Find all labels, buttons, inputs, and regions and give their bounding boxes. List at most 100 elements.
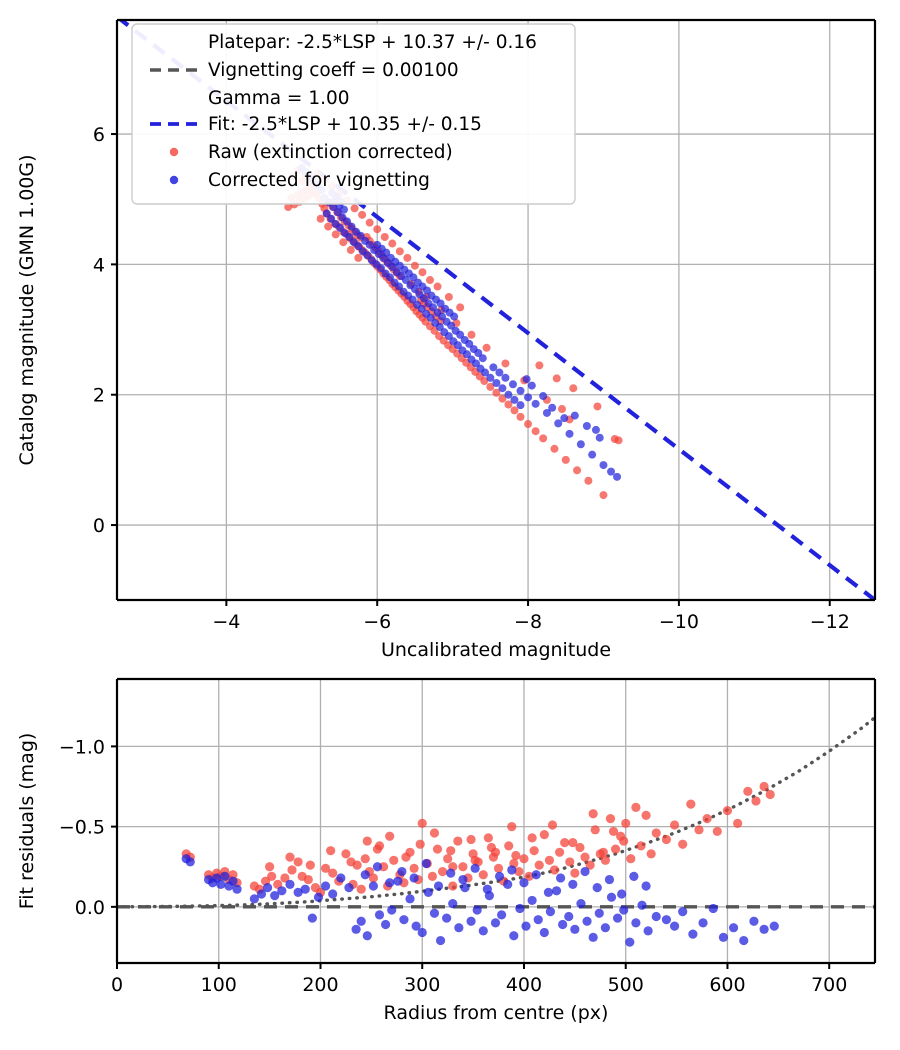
- data-point: [410, 261, 419, 270]
- data-point: [661, 915, 672, 925]
- data-point: [336, 223, 345, 232]
- data-point: [411, 921, 421, 931]
- data-point: [427, 871, 438, 881]
- data-point: [524, 420, 533, 429]
- data-point: [599, 491, 608, 500]
- data-point: [216, 879, 226, 889]
- data-point: [651, 828, 661, 838]
- data-point: [374, 910, 385, 920]
- data-point: [569, 384, 578, 393]
- data-point: [598, 847, 608, 857]
- legend-item-0[interactable]: Platepar: -2.5*LSP + 10.37 +/- 0.16: [208, 32, 537, 53]
- data-point: [565, 857, 575, 867]
- data-point: [554, 419, 563, 428]
- data-point: [631, 918, 641, 928]
- data-point: [534, 860, 544, 870]
- x-tick-label-2: 200: [302, 974, 338, 996]
- data-point: [556, 873, 566, 883]
- legend-item-5[interactable]: Corrected for vignetting: [169, 170, 430, 191]
- data-point: [331, 230, 340, 239]
- data-point: [293, 887, 303, 898]
- data-point: [307, 913, 317, 923]
- data-point: [565, 429, 574, 438]
- data-point: [354, 253, 363, 262]
- data-point: [433, 881, 444, 891]
- x-tick-label-2: −8: [514, 611, 542, 633]
- data-point: [341, 849, 351, 859]
- legend-item-1[interactable]: Vignetting coeff = 0.00100: [150, 60, 459, 81]
- data-point: [401, 852, 411, 862]
- data-point: [345, 233, 354, 242]
- data-point: [669, 921, 680, 931]
- x-tick-label-1: −6: [363, 611, 391, 633]
- data-point: [686, 799, 696, 809]
- data-point: [486, 373, 495, 382]
- x-tick-label-4: 400: [506, 974, 542, 996]
- y-axis-label: Fit residuals (mag): [16, 733, 38, 910]
- data-point: [293, 857, 303, 867]
- data-point: [397, 866, 407, 877]
- data-point: [510, 395, 519, 404]
- data-point: [448, 881, 458, 891]
- data-point: [446, 868, 456, 878]
- data-point: [549, 865, 560, 875]
- data-point: [508, 380, 517, 389]
- data-point: [267, 871, 277, 881]
- x-tick-label-4: −12: [810, 611, 850, 633]
- data-point: [346, 857, 356, 867]
- data-point: [381, 919, 391, 930]
- data-point: [387, 905, 397, 915]
- data-point: [478, 870, 488, 880]
- data-point: [585, 860, 595, 870]
- data-point: [373, 225, 382, 234]
- data-point: [480, 377, 489, 386]
- data-point: [718, 932, 729, 942]
- legend-marker-dot-red: [169, 147, 179, 157]
- legend-item-4[interactable]: Raw (extinction corrected): [169, 142, 453, 163]
- data-point: [515, 903, 525, 914]
- data-point: [472, 359, 481, 368]
- data-point: [305, 860, 315, 870]
- data-point: [493, 863, 504, 873]
- legend-item-3[interactable]: Fit: -2.5*LSP + 10.35 +/- 0.15: [150, 114, 482, 135]
- data-point: [511, 850, 521, 861]
- data-point: [626, 854, 636, 864]
- data-point: [446, 846, 456, 856]
- data-point: [386, 273, 395, 282]
- data-point: [539, 392, 548, 401]
- residual-series-corrected: [181, 854, 779, 947]
- data-point: [543, 887, 554, 898]
- data-point: [531, 427, 540, 436]
- data-point: [409, 873, 419, 883]
- data-point: [669, 820, 680, 830]
- data-point: [358, 210, 367, 219]
- data-point: [405, 894, 415, 904]
- x-tick-label-7: 700: [811, 974, 847, 996]
- data-point: [535, 361, 544, 370]
- data-point: [410, 285, 419, 294]
- data-point: [507, 865, 517, 875]
- data-point: [542, 408, 551, 417]
- data-point: [426, 313, 435, 322]
- data-point: [501, 373, 510, 382]
- data-point: [497, 910, 507, 920]
- data-point: [365, 218, 374, 227]
- data-point: [354, 242, 363, 251]
- data-point: [249, 894, 259, 904]
- data-point: [436, 299, 445, 308]
- data-point: [504, 390, 513, 399]
- data-point: [481, 368, 490, 377]
- data-point: [498, 394, 507, 403]
- legend-box: [131, 23, 576, 205]
- data-point: [448, 899, 458, 909]
- data-point: [438, 312, 447, 321]
- data-point: [444, 292, 453, 301]
- legend-item-2[interactable]: Gamma = 1.00: [208, 88, 350, 109]
- data-point: [395, 282, 404, 291]
- data-point: [389, 855, 399, 865]
- data-point: [456, 330, 465, 339]
- data-point: [522, 375, 531, 384]
- data-point: [527, 833, 537, 843]
- data-point: [433, 282, 442, 291]
